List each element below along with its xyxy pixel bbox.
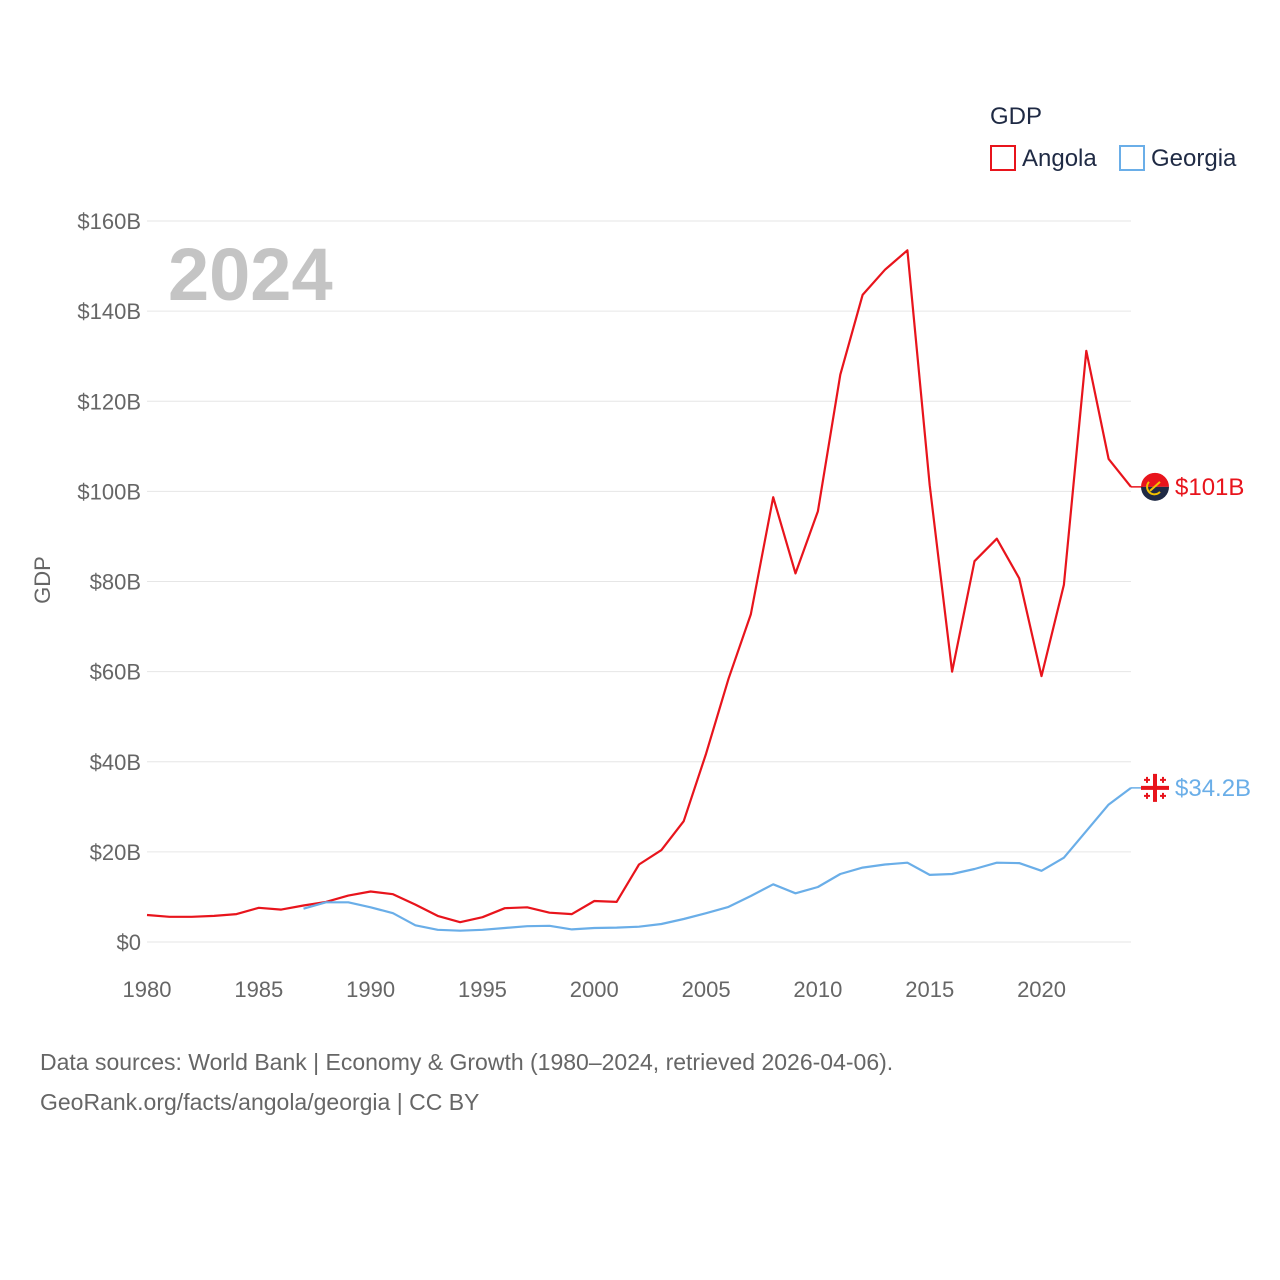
y-tick-label: $160B: [77, 209, 141, 234]
x-axis-ticks: 1980 1985 1990 1995 2000 2005 2010 2015 2020: [123, 977, 1066, 1002]
y-tick-label: $60B: [90, 660, 141, 685]
x-tick-label: 1985: [234, 977, 283, 1002]
y-axis-ticks: $0 $20B $40B $60B $80B $100B $120B $140B $160B: [77, 209, 141, 955]
x-tick-label: 2005: [682, 977, 731, 1002]
legend: GDP Angola Georgia: [990, 103, 1237, 172]
x-tick-label: 2010: [793, 977, 842, 1002]
source-line-2[interactable]: GeoRank.org/facts/angola/georgia | CC BY: [40, 1089, 480, 1115]
y-tick-label: $20B: [90, 840, 141, 865]
georgia-flag-icon: [1141, 773, 1169, 802]
data-source-note: Data sources: World Bank | Economy & Gro…: [40, 1042, 893, 1122]
y-tick-label: $0: [117, 930, 141, 955]
legend-title: GDP: [990, 103, 1042, 130]
x-tick-label: 1990: [346, 977, 395, 1002]
y-tick-label: $100B: [77, 479, 141, 504]
y-tick-label: $120B: [77, 389, 141, 414]
legend-label-georgia: Georgia: [1151, 145, 1237, 172]
y-tick-label: $40B: [90, 750, 141, 775]
angola-flag-icon: [1141, 472, 1169, 501]
source-line-1: Data sources: World Bank | Economy & Gro…: [40, 1049, 894, 1075]
x-tick-label: 2020: [1017, 977, 1066, 1002]
legend-item-angola[interactable]: Angola: [990, 145, 1097, 172]
y-tick-label: $80B: [90, 570, 141, 595]
x-tick-label: 1995: [458, 977, 507, 1002]
legend-swatch-georgia: [1119, 145, 1145, 171]
x-tick-label: 1980: [123, 977, 172, 1002]
series-end-markers: $101B $34.2B: [1131, 472, 1251, 802]
series-line-angola[interactable]: [146, 249, 1132, 924]
legend-label-angola: Angola: [1022, 145, 1097, 172]
x-tick-label: 2000: [570, 977, 619, 1002]
legend-swatch-angola: [990, 145, 1016, 171]
grid-lines: [147, 220, 1131, 943]
legend-item-georgia[interactable]: Georgia: [1119, 145, 1237, 172]
x-tick-label: 2015: [905, 977, 954, 1002]
y-axis-label: GDP: [30, 556, 55, 604]
end-value-label-georgia: $34.2B: [1175, 775, 1251, 802]
series-lines: [146, 249, 1132, 932]
y-tick-label: $140B: [77, 299, 141, 324]
end-value-label-angola: $101B: [1175, 474, 1244, 501]
year-watermark: 2024: [168, 233, 333, 316]
series-line-georgia[interactable]: [303, 787, 1132, 932]
